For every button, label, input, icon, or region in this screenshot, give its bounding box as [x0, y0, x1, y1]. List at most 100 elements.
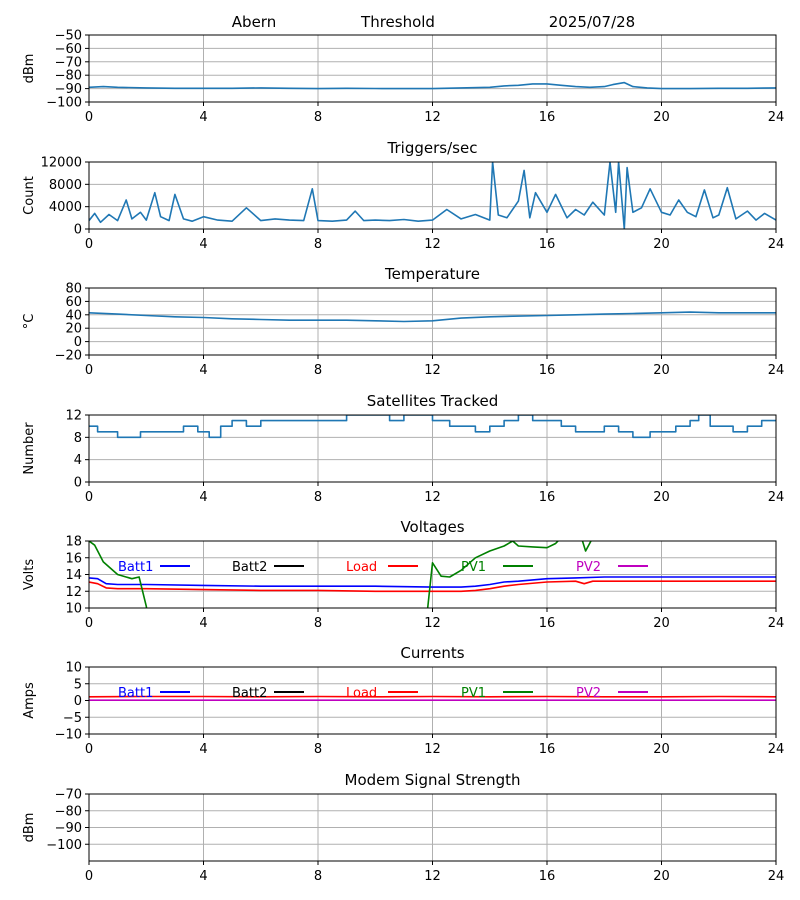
x-tick-label: 12: [424, 363, 441, 378]
legend-label: Load: [346, 560, 377, 575]
x-tick-label: 8: [314, 237, 322, 252]
x-tick-label: 4: [199, 237, 207, 252]
x-tick-label: 8: [314, 616, 322, 631]
x-tick-label: 12: [424, 490, 441, 505]
y-tick-label: −90: [55, 82, 82, 97]
y-tick-label: 14: [65, 568, 82, 583]
y-axis-label: dBm: [22, 813, 37, 843]
panel-title: Triggers/sec: [387, 139, 478, 157]
x-tick-label: 16: [539, 237, 556, 252]
y-tick-label: 0: [74, 223, 82, 238]
chart-panel-4: 0 4 8 12 16 20 24 0 4 8 12 Satellites Tracked Number: [22, 392, 784, 505]
legend-label: PV2: [576, 560, 601, 575]
x-tick-label: 4: [199, 490, 207, 505]
x-tick-label: 8: [314, 869, 322, 884]
x-tick-label: 8: [314, 742, 322, 757]
x-tick-label: 20: [653, 742, 670, 757]
panel-title: Modem Signal Strength: [345, 771, 521, 789]
y-tick-label: 20: [65, 322, 82, 337]
x-tick-label: 20: [653, 490, 670, 505]
chart-date: 2025/07/28: [549, 13, 635, 31]
x-tick-label: 12: [424, 237, 441, 252]
series-line-load: [89, 580, 776, 593]
y-tick-label: −20: [55, 349, 82, 364]
x-tick-label: 24: [768, 110, 785, 125]
y-tick-label: 0: [74, 476, 82, 491]
x-tick-label: 20: [653, 237, 670, 252]
trigger-mode: Threshold: [360, 13, 435, 31]
x-tick-label: 24: [768, 237, 785, 252]
x-tick-label: 0: [85, 110, 93, 125]
series-line-pv1: [89, 541, 592, 608]
x-tick-label: 0: [85, 363, 93, 378]
y-tick-label: 16: [65, 551, 82, 566]
station-name: Abern: [232, 13, 276, 31]
y-tick-label: −100: [46, 838, 82, 853]
y-tick-label: 40: [65, 308, 82, 323]
y-tick-label: −80: [55, 69, 82, 84]
x-tick-label: 4: [199, 742, 207, 757]
legend-label: PV1: [461, 560, 486, 575]
y-tick-label: −80: [55, 804, 82, 819]
y-tick-label: 4: [74, 453, 82, 468]
series-line-data: [89, 311, 776, 323]
chart-panel-2: 0 4 8 12 16 20 24 0 4000 8000 12000 Triggers/sec Cou…: [22, 139, 784, 252]
y-tick-label: 4000: [49, 200, 82, 215]
x-tick-label: 0: [85, 742, 93, 757]
x-tick-label: 8: [314, 363, 322, 378]
x-tick-label: 12: [424, 869, 441, 884]
x-tick-label: 16: [539, 742, 556, 757]
chart-panel-6: Batt1 Batt2 Load PV1 PV2 0 4 8 12 16 20 24 −10 −5 0 510…: [22, 644, 784, 757]
y-axis-label: dBm: [22, 54, 37, 84]
panel-title: Voltages: [400, 518, 464, 536]
series-line-data: [89, 81, 776, 90]
y-tick-label: 60: [65, 295, 82, 310]
y-axis-label: °C: [22, 314, 37, 330]
x-tick-label: 20: [653, 363, 670, 378]
y-tick-label: −10: [55, 728, 82, 743]
panel-title: Currents: [400, 644, 464, 662]
y-tick-label: 12000: [41, 156, 82, 171]
y-tick-label: −100: [46, 96, 82, 111]
x-tick-label: 8: [314, 110, 322, 125]
y-tick-label: 0: [74, 694, 82, 709]
series-line-data: [89, 415, 776, 439]
x-tick-label: 24: [768, 616, 785, 631]
y-tick-label: 8: [74, 431, 82, 446]
y-tick-label: 10: [65, 661, 82, 676]
x-tick-label: 0: [85, 869, 93, 884]
chart-panel-7: 0 4 8 12 16 20 24 −100 −90 −80−70 Modem Signal Str…: [22, 771, 784, 884]
series-line-data: [89, 162, 776, 229]
x-tick-label: 0: [85, 490, 93, 505]
legend-label: PV2: [576, 686, 601, 701]
x-tick-label: 4: [199, 110, 207, 125]
y-axis-label: Volts: [22, 559, 37, 591]
x-tick-label: 24: [768, 490, 785, 505]
y-tick-label: −70: [55, 55, 82, 70]
y-tick-label: −60: [55, 42, 82, 57]
figure-header: Abern Threshold 2025/07/28: [232, 13, 635, 31]
y-axis-label: Amps: [22, 682, 37, 719]
panel-title: Temperature: [384, 265, 480, 283]
x-tick-label: 16: [539, 869, 556, 884]
y-axis-label: Number: [22, 422, 37, 475]
y-axis-label: Count: [22, 176, 37, 215]
x-tick-label: 16: [539, 490, 556, 505]
x-tick-label: 24: [768, 869, 785, 884]
x-tick-label: 4: [199, 616, 207, 631]
x-tick-label: 20: [653, 616, 670, 631]
x-tick-label: 16: [539, 363, 556, 378]
chart-panel-1: 0 4 8 12 16 20 24 −100−90−80−70−60−50 dBm: [22, 29, 784, 126]
y-tick-label: 12: [65, 585, 82, 600]
x-tick-label: 20: [653, 869, 670, 884]
y-tick-label: 12: [65, 409, 82, 424]
x-tick-label: 8: [314, 490, 322, 505]
x-tick-label: 4: [199, 363, 207, 378]
y-tick-label: 0: [74, 335, 82, 350]
panel-title: Satellites Tracked: [367, 392, 498, 410]
legend-label: Batt1: [118, 560, 153, 575]
legend-label: Batt1: [118, 686, 153, 701]
y-tick-label: 80: [65, 282, 82, 297]
